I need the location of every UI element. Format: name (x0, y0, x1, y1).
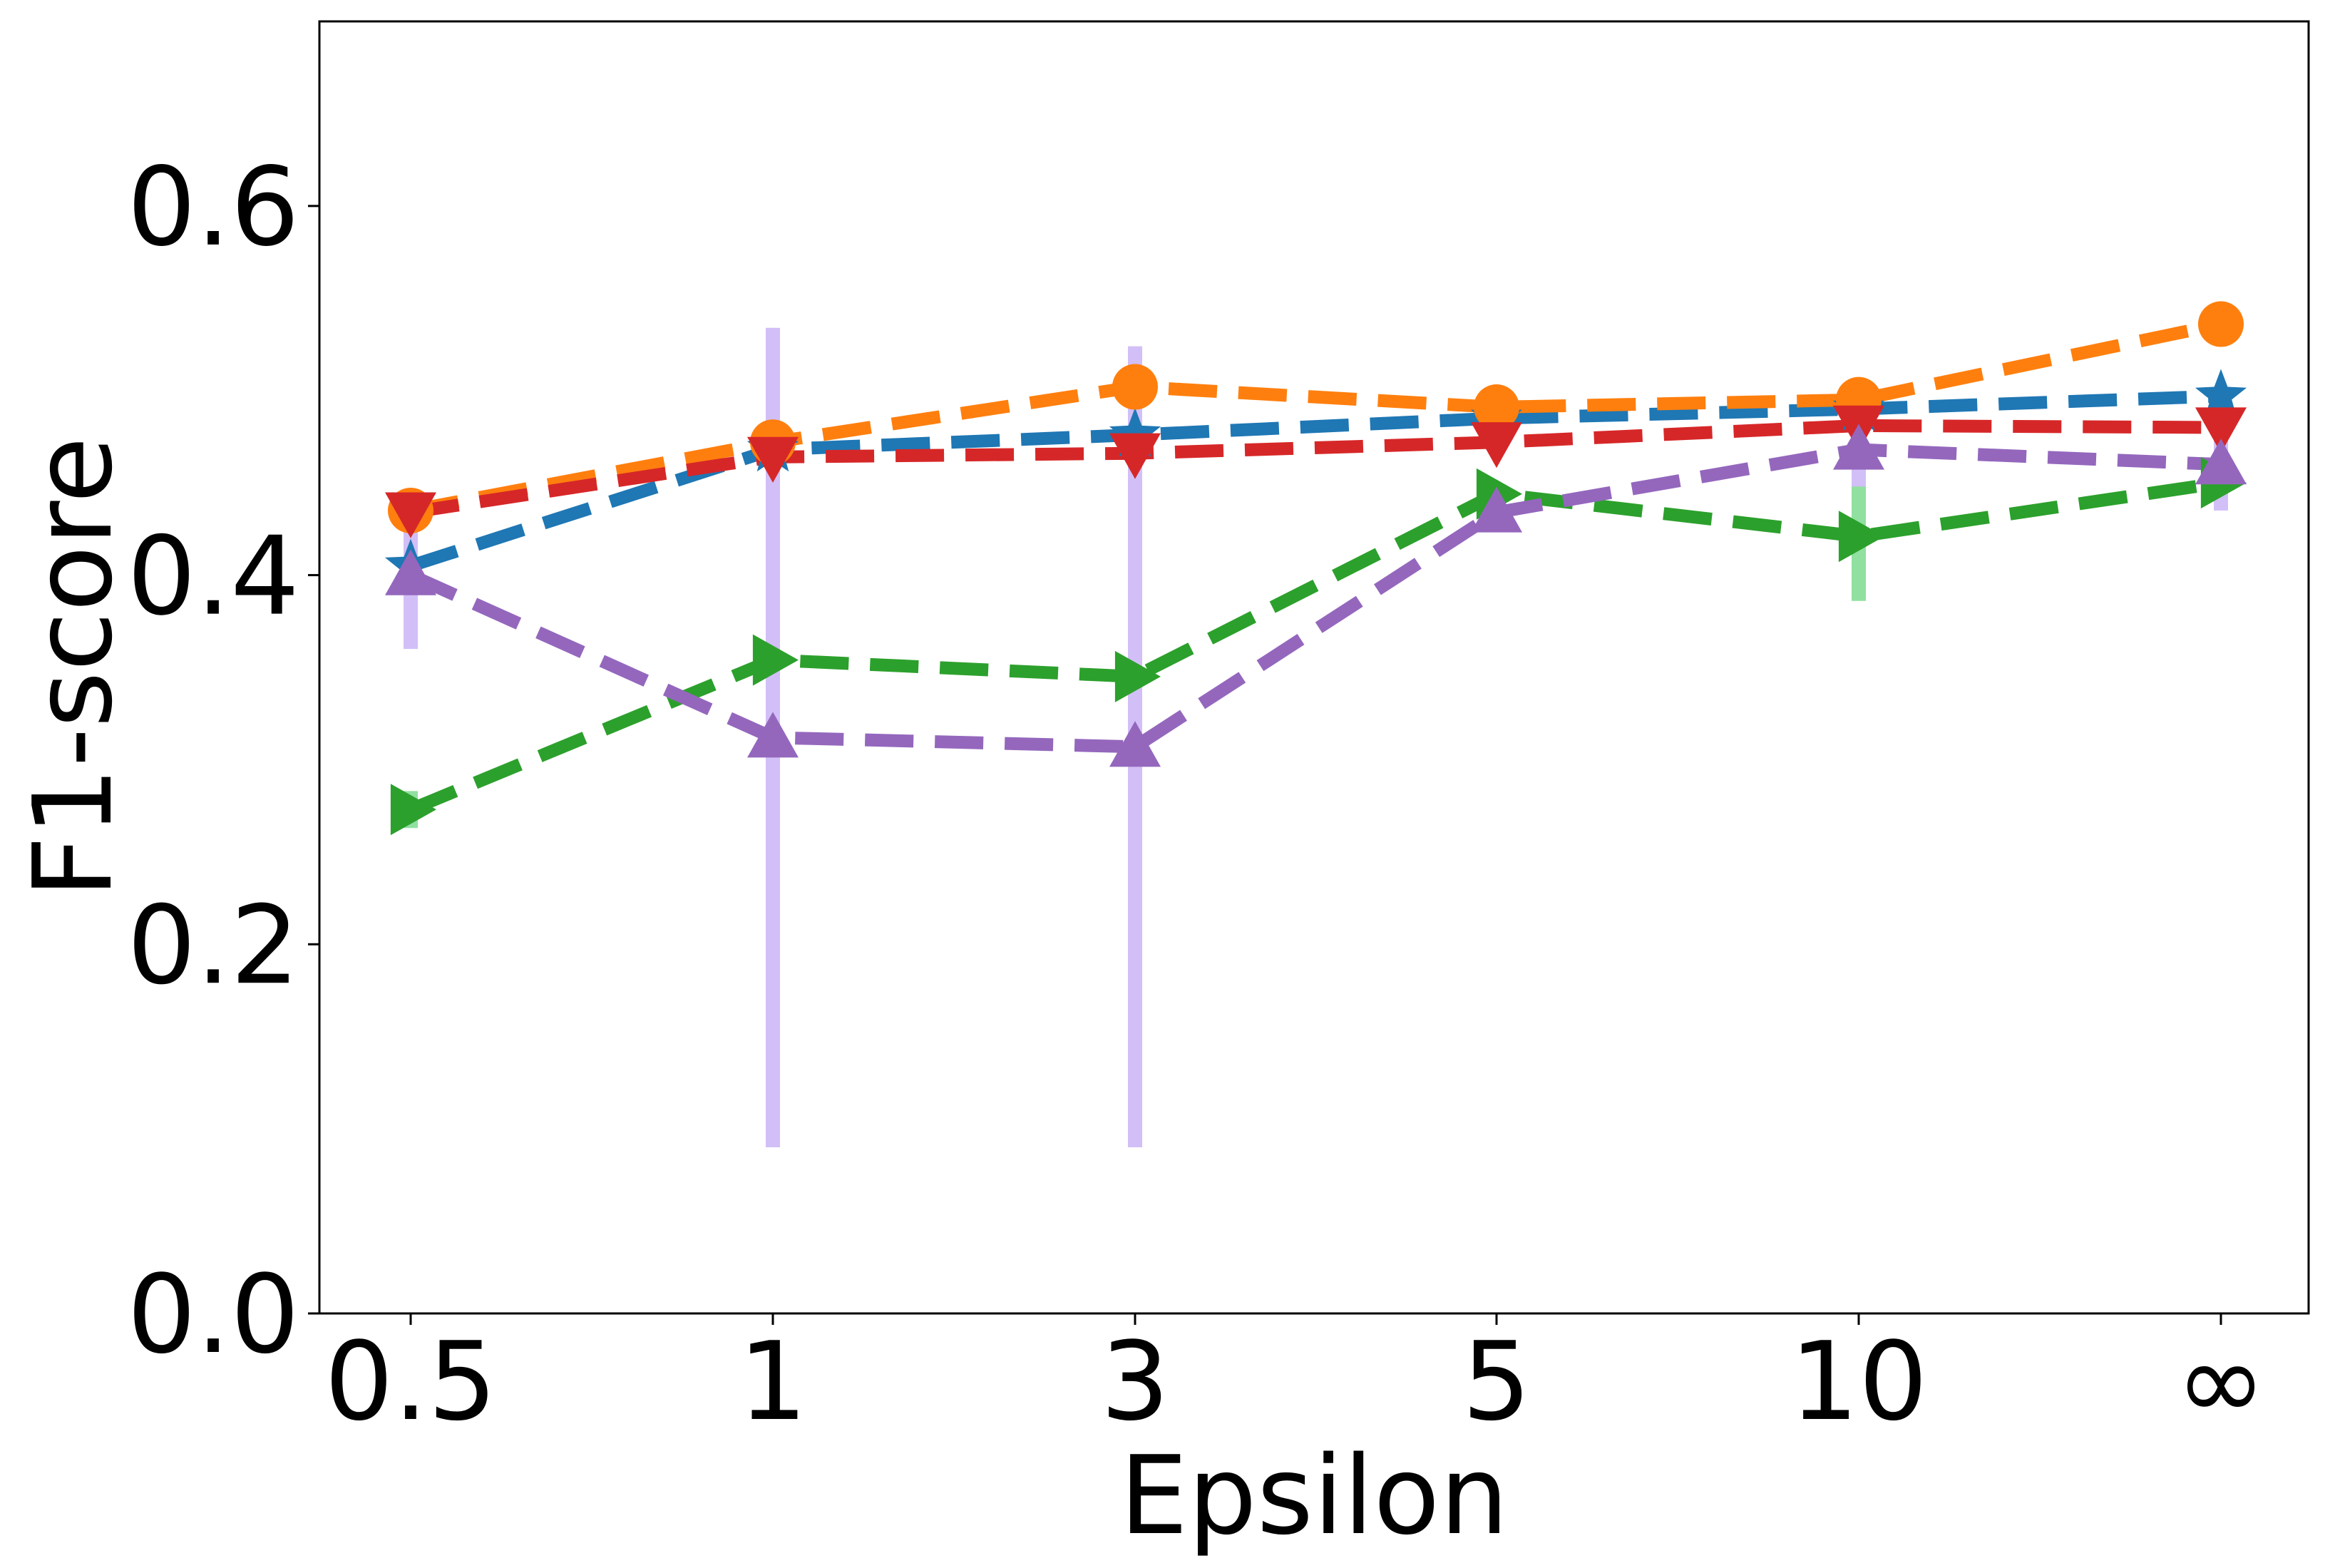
x-tick-label: ∞ (2176, 1318, 2267, 1445)
red-triangle-down-series-marker (2195, 407, 2247, 454)
green-triangle-right-series-marker (1838, 511, 1884, 563)
purple-triangle-up-series-marker (385, 549, 436, 595)
y-tick-label: 0.0 (127, 1251, 299, 1378)
x-axis-label: Epsilon (1119, 1433, 1509, 1559)
y-tick-label: 0.6 (127, 144, 299, 270)
blue-star-series-marker (1109, 407, 1161, 457)
red-triangle-down-series-line (409, 419, 2222, 519)
y-axis-label: F1-score (10, 436, 136, 898)
blue-star-series-marker (2195, 369, 2247, 419)
purple-triangle-up-series-marker (1109, 721, 1161, 767)
orange-circle-series-line (409, 317, 2222, 517)
x-tick-label: 1 (739, 1318, 808, 1445)
red-triangle-down-series-marker (1109, 433, 1161, 479)
y-tick-label: 0.4 (127, 513, 299, 640)
red-triangle-down-series-marker (1471, 422, 1522, 468)
purple-triangle-up-series-marker (747, 712, 799, 758)
x-axis-ticks: 0.5 1 3 5 10 ∞ (324, 1313, 2266, 1445)
orange-circle-series-marker (1474, 384, 1519, 431)
green-triangle-right-series-marker (1114, 650, 1161, 702)
green-triangle-right-series-marker (390, 784, 436, 836)
red-triangle-down-series-marker (747, 436, 799, 483)
orange-circle-series-marker (1112, 364, 1158, 410)
green-triangle-right-series-marker (752, 634, 799, 686)
purple-triangle-up-series-marker (1833, 424, 1884, 470)
green-triangle-right-series-line (408, 476, 2222, 816)
purple-triangle-up-series-line (408, 443, 2222, 754)
plot-frame (318, 20, 2310, 1315)
orange-circle-series-marker (2198, 301, 2244, 347)
y-tick-label: 0.2 (127, 882, 299, 1008)
y-axis-ticks: 0.0 0.2 0.4 0.6 (127, 144, 319, 1378)
purple-triangle-up-series-marker (1471, 486, 1522, 533)
x-tick-label: 5 (1462, 1318, 1531, 1445)
x-tick-label: 10 (1790, 1318, 1927, 1445)
series-markers (384, 301, 2247, 836)
x-tick-label: 0.5 (324, 1318, 497, 1445)
series-lines (408, 317, 2222, 816)
red-triangle-down-series-marker (385, 492, 436, 538)
x-tick-label: 3 (1101, 1318, 1170, 1445)
purple-triangle-up-series-marker (2195, 439, 2247, 485)
